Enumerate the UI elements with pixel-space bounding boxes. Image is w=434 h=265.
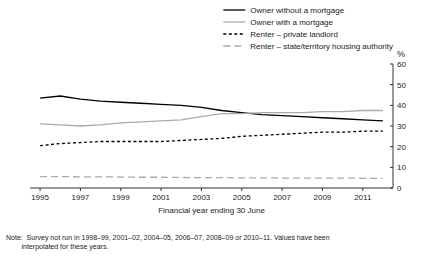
series-line [40, 96, 383, 121]
x-tick-label: 1997 [72, 193, 90, 202]
x-axis-line [30, 188, 393, 189]
y-tick [390, 64, 393, 65]
x-tick [120, 188, 121, 191]
x-tick [161, 188, 162, 191]
y-tick-label: 0 [397, 184, 402, 193]
y-tick-label: 20 [397, 143, 406, 152]
legend-label: Renter – private landlord [250, 30, 338, 39]
x-tick [241, 188, 242, 191]
y-tick [390, 84, 393, 85]
x-tick-label: 2011 [354, 193, 372, 202]
legend-swatch [223, 45, 245, 46]
x-tick [282, 188, 283, 191]
series-line [40, 177, 383, 179]
legend-swatch [223, 21, 245, 22]
y-tick-label: 10 [397, 163, 406, 172]
x-tick-label: 2001 [152, 193, 170, 202]
x-axis-label: Financial year ending 30 June [158, 206, 265, 215]
y-tick [390, 146, 393, 147]
x-tick [322, 188, 323, 191]
legend: Owner without a mortgage Owner with a mor… [223, 6, 393, 51]
chart: 1995 1997 1999 2001 2003 2005 2007 2009 2011 0 10 2… [0, 0, 434, 265]
y-tick [390, 105, 393, 106]
legend-swatch [223, 9, 245, 10]
x-tick-label: 2009 [314, 193, 332, 202]
y-tick-label: 30 [397, 122, 406, 131]
x-tick [80, 188, 81, 191]
series-line [40, 111, 383, 127]
x-tick-label: 1995 [31, 193, 49, 202]
plot-area [40, 96, 383, 178]
legend-label: Owner without a mortgage [250, 6, 344, 15]
y-tick [390, 188, 393, 189]
y-tick-label: 60 [397, 60, 406, 69]
note: interpolated for these years. [6, 243, 108, 251]
x-tick [201, 188, 202, 191]
y-tick-label: 50 [397, 81, 406, 90]
legend-swatch [223, 33, 245, 34]
x-tick-label: 1999 [112, 193, 130, 202]
y-tick-label: 40 [397, 101, 406, 110]
legend-label: Renter – state/territory housing authori… [250, 42, 393, 51]
legend-label: Owner with a mortgage [250, 18, 333, 27]
x-tick-label: 2007 [273, 193, 291, 202]
note: Note: Survey not run in 1998–99, 2001–02… [6, 234, 330, 242]
y-axis-label: % [397, 49, 405, 59]
y-tick [390, 167, 393, 168]
y-tick [390, 126, 393, 127]
x-tick [40, 188, 41, 191]
x-tick-label: 2003 [193, 193, 211, 202]
series-line [40, 131, 383, 145]
x-tick [362, 188, 363, 191]
x-tick-label: 2005 [233, 193, 251, 202]
